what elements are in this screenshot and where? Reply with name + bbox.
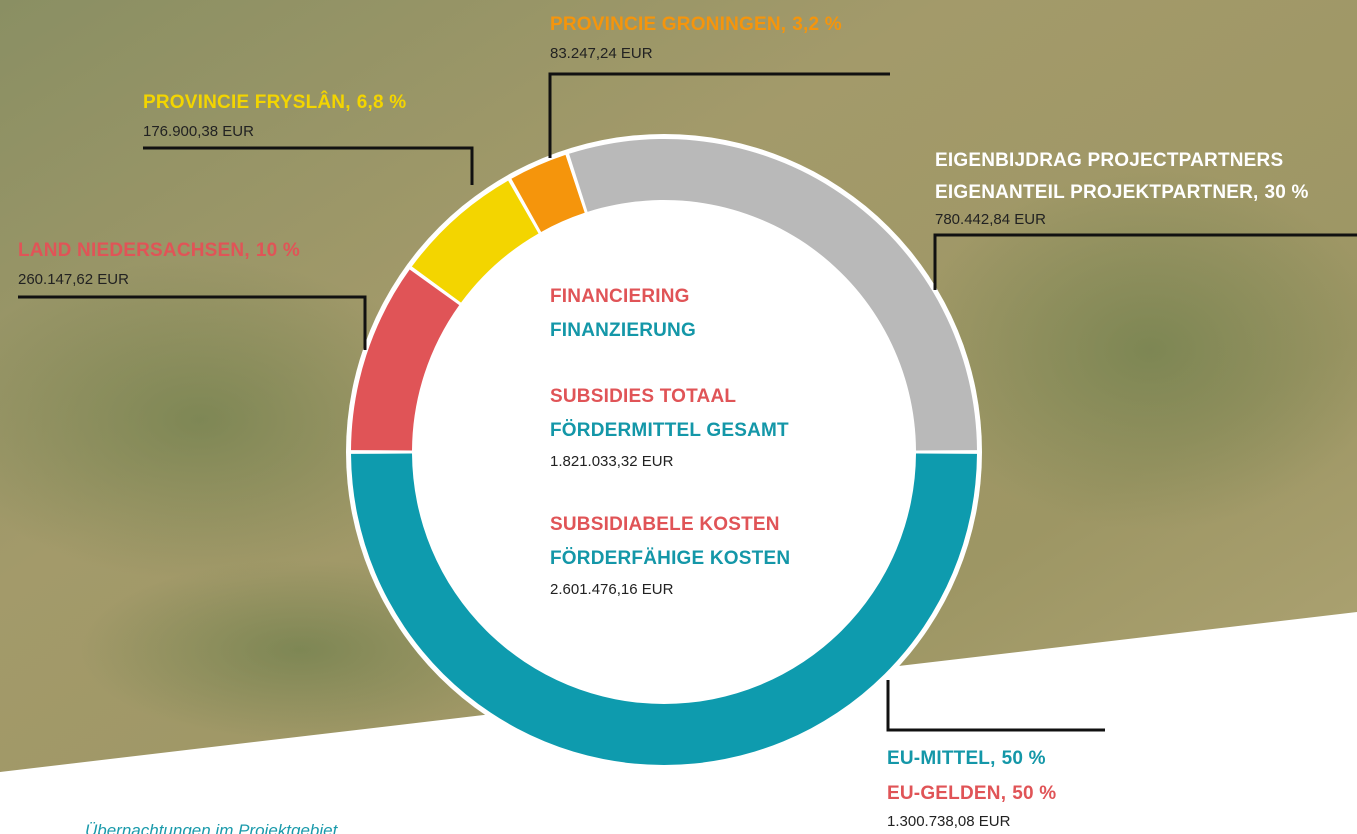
segment-percent: 50 % [1012,783,1056,804]
page: {"chart_data": { "type": "pie", "donut":… [0,0,1357,834]
segment-amount: 176.900,38 EUR [143,123,254,140]
segment-label: EIGENANTEIL PROJEKTPARTNER, 30 % [935,182,1309,203]
center-text: 1.821.033,32 EUR [550,453,674,470]
segment-percent: 10 % [256,240,300,261]
center-text: SUBSIDIES TOTAAL [550,386,736,407]
center-text: FINANZIERUNG [550,320,696,341]
donut-hole [414,202,914,702]
center-text: FINANCIERING [550,286,690,307]
segment-percent: 30 % [1265,182,1309,203]
segment-percent: 3,2 % [792,14,842,35]
segment-label: EU-MITTEL, 50 % [887,748,1046,769]
chart: Übernachtungen im Projektgebiet FINANCIE… [0,0,1357,834]
center-text: FÖRDERFÄHIGE KOSTEN [550,548,790,569]
segment-label: EU-GELDEN, 50 % [887,783,1056,804]
footer-caption: Übernachtungen im Projektgebiet [85,821,339,834]
segment-amount: 1.300.738,08 EUR [887,813,1011,830]
segment-label: PROVINCIE FRYSLÂN, 6,8 % [143,91,406,113]
segment-percent: 50 % [1002,748,1046,769]
center-text: FÖRDERMITTEL GESAMT [550,420,789,441]
segment-percent: 6,8 % [357,92,407,113]
segment-name: PROVINCIE GRONINGEN, [550,14,786,35]
segment-name: EIGENANTEIL PROJEKTPARTNER, [935,182,1259,203]
segment-name: PROVINCIE FRYSLÂN, [143,91,351,113]
center-text: SUBSIDIABELE KOSTEN [550,514,780,535]
segment-name: EIGENBIJDRAG PROJECTPARTNERS [935,150,1283,171]
segment-label: LAND NIEDERSACHSEN, 10 % [18,240,300,261]
segment-amount: 780.442,84 EUR [935,211,1046,228]
segment-name: EU-MITTEL, [887,748,996,769]
center-text: 2.601.476,16 EUR [550,581,674,598]
segment-amount: 260.147,62 EUR [18,271,129,288]
segment-name: LAND NIEDERSACHSEN, [18,240,250,261]
segment-label: PROVINCIE GRONINGEN, 3,2 % [550,14,842,35]
segment-label: EIGENBIJDRAG PROJECTPARTNERS [935,150,1283,171]
segment-amount: 83.247,24 EUR [550,45,653,62]
segment-name: EU-GELDEN, [887,783,1006,804]
